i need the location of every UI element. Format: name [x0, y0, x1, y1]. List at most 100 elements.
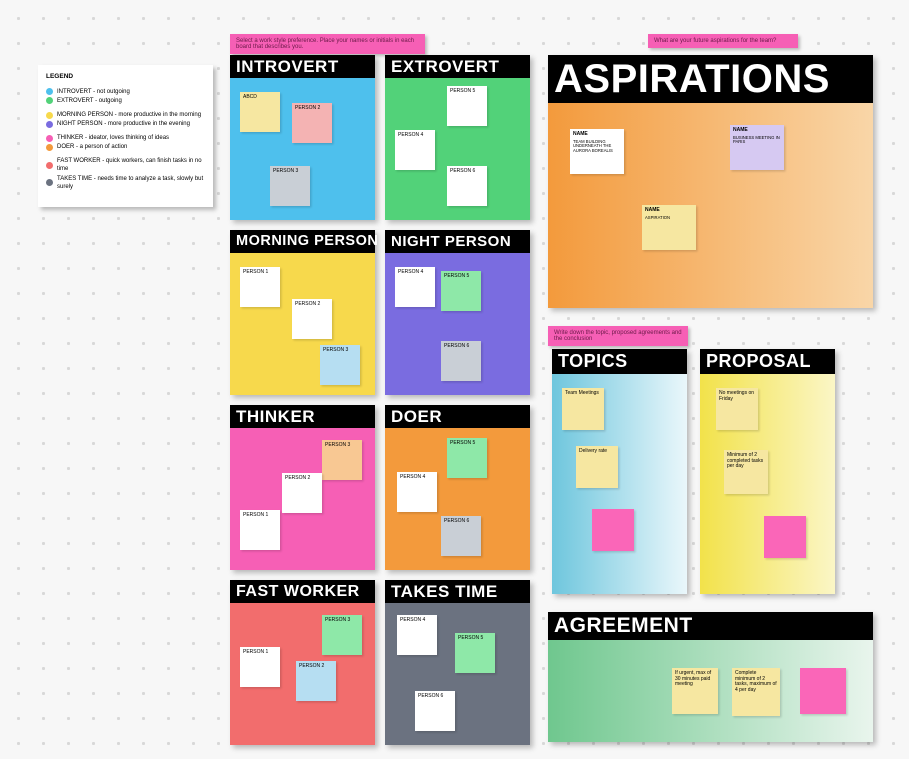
sticky-note[interactable]: NAMETEAM BUILDING UNDERNEATH THE AURORA …	[570, 129, 624, 174]
board-aspirations[interactable]: ASPIRATIONSNAMETEAM BUILDING UNDERNEATH …	[548, 55, 873, 308]
sticky-note[interactable]: NAME BUSINESS MEETING IN PARIS	[730, 125, 784, 170]
board-body[interactable]: Team Meetings Delivery rate	[552, 374, 687, 594]
board-body[interactable]: ABCD PERSON 2 PERSON 3	[230, 78, 375, 220]
sticky-note[interactable]	[800, 668, 846, 714]
sticky-note[interactable]: PERSON 4	[395, 267, 435, 307]
board-body[interactable]: PERSON 4 PERSON 5 PERSON 6	[385, 603, 530, 745]
sticky-note[interactable]: PERSON 5	[447, 438, 487, 478]
sticky-note[interactable]: No meetings on Friday	[716, 388, 758, 430]
board-body[interactable]: If urgent, max of 30 minutes paid meetin…	[548, 640, 873, 742]
sticky-note[interactable]: Delivery rate	[576, 446, 618, 488]
sticky-label: Complete minimum of 2 tasks, maximum of …	[735, 671, 777, 693]
legend-dot-icon	[46, 112, 53, 119]
legend-dot-icon	[46, 97, 53, 104]
sticky-note[interactable]: PERSON 6	[447, 166, 487, 206]
sticky-note[interactable]: PERSON 6	[441, 516, 481, 556]
sticky-note[interactable]: PERSON 5	[455, 633, 495, 673]
sticky-note[interactable]: PERSON 4	[395, 130, 435, 170]
sticky-note[interactable]: PERSON 3	[322, 615, 362, 655]
sticky-note[interactable]	[764, 516, 806, 558]
sticky-note[interactable]: PERSON 4	[397, 615, 437, 655]
board-header: TOPICS	[552, 349, 687, 374]
sticky-note[interactable]: PERSON 6	[415, 691, 455, 731]
sticky-note[interactable]	[592, 509, 634, 551]
legend-row: FAST WORKER - quick workers, can finish …	[46, 157, 205, 173]
sticky-label: Delivery rate	[579, 449, 615, 455]
sticky-label: PERSON 6	[418, 694, 452, 700]
sticky-note[interactable]: PERSON 3	[270, 166, 310, 206]
sticky-note[interactable]: PERSON 1	[240, 267, 280, 307]
sticky-subtext: TEAM BUILDING UNDERNEATH THE AURORA BORE…	[573, 140, 621, 154]
board-doer[interactable]: DOERPERSON 5PERSON 4PERSON 6	[385, 405, 530, 570]
sticky-note[interactable]: PERSON 3	[322, 440, 362, 480]
sticky-label: PERSON 4	[398, 133, 432, 139]
board-agreement[interactable]: AGREEMENTIf urgent, max of 30 minutes pa…	[548, 612, 873, 742]
board-takestime[interactable]: TAKES TIME PERSON 4 PERSON 5 PERSON 6	[385, 580, 530, 745]
legend-row: TAKES TIME - needs time to analyze a tas…	[46, 175, 205, 191]
board-body[interactable]: PERSON 5PERSON 4 PERSON 6	[385, 428, 530, 570]
sticky-note[interactable]: ABCD	[240, 92, 280, 132]
board-night[interactable]: NIGHT PERSONPERSON 4PERSON 5PERSON 6	[385, 230, 530, 395]
sticky-label: PERSON 4	[400, 618, 434, 624]
sticky-label: PERSON 6	[444, 519, 478, 525]
board-body[interactable]: PERSON 1 PERSON 2 PERSON 3	[230, 253, 375, 395]
legend-row-text: FAST WORKER - quick workers, can finish …	[57, 157, 205, 173]
sticky-note[interactable]: PERSON 5	[447, 86, 487, 126]
legend-row-text: EXTROVERT - outgoing	[57, 97, 122, 105]
sticky-label: No meetings on Friday	[719, 391, 755, 402]
sticky-note[interactable]: PERSON 2	[292, 299, 332, 339]
sticky-note[interactable]: PERSON 3	[320, 345, 360, 385]
sticky-note[interactable]: Complete minimum of 2 tasks, maximum of …	[732, 668, 780, 716]
board-introvert[interactable]: INTROVERTABCDPERSON 2PERSON 3	[230, 55, 375, 220]
sticky-note[interactable]: PERSON 1	[240, 647, 280, 687]
board-body[interactable]: PERSON 5 PERSON 4 PERSON 6	[385, 78, 530, 220]
board-header: MORNING PERSON	[230, 230, 375, 253]
sticky-note[interactable]: PERSON 6	[441, 341, 481, 381]
sticky-note[interactable]: PERSON 2	[296, 661, 336, 701]
sticky-label: PERSON 1	[243, 650, 277, 656]
sticky-title: NAME	[733, 128, 781, 134]
banner-aspirations: What are your future aspirations for the…	[648, 34, 798, 48]
board-header: TAKES TIME	[385, 580, 530, 603]
sticky-label: Minimum of 2 completed tasks per day	[727, 453, 765, 470]
legend-row-text: DOER - a person of action	[57, 143, 127, 151]
sticky-note[interactable]: PERSON 4	[397, 472, 437, 512]
legend-group: MORNING PERSON - more productive in the …	[46, 111, 205, 128]
board-header: PROPOSAL	[700, 349, 835, 374]
board-header: FAST WORKER	[230, 580, 375, 603]
sticky-note[interactable]: Team Meetings	[562, 388, 604, 430]
legend-row: NIGHT PERSON - more productive in the ev…	[46, 120, 205, 128]
sticky-note[interactable]: If urgent, max of 30 minutes paid meetin…	[672, 668, 718, 714]
banner-conclusion: Write down the topic, proposed agreement…	[548, 326, 688, 346]
legend-dot-icon	[46, 121, 53, 128]
board-thinker[interactable]: THINKERPERSON 3PERSON 2PERSON 1	[230, 405, 375, 570]
legend-row: MORNING PERSON - more productive in the …	[46, 111, 205, 119]
legend-dot-icon	[46, 144, 53, 151]
sticky-label: PERSON 5	[458, 636, 492, 642]
sticky-label: PERSON 1	[243, 513, 277, 519]
board-body[interactable]: PERSON 3PERSON 2 PERSON 1	[230, 428, 375, 570]
sticky-note[interactable]: PERSON 1	[240, 510, 280, 550]
board-body[interactable]: PERSON 3 PERSON 1 PERSON 2	[230, 603, 375, 745]
board-proposal[interactable]: PROPOSAL No meetings on Friday Minimum of …	[700, 349, 835, 594]
board-body[interactable]: No meetings on Friday Minimum of 2 comple…	[700, 374, 835, 594]
board-extrovert[interactable]: EXTROVERTPERSON 5PERSON 4PERSON 6	[385, 55, 530, 220]
sticky-note[interactable]: PERSON 2	[292, 103, 332, 143]
legend-dot-icon	[46, 179, 53, 186]
sticky-label: PERSON 6	[444, 344, 478, 350]
board-morning[interactable]: MORNING PERSON PERSON 1 PERSON 2 PERSON 3	[230, 230, 375, 395]
board-topics[interactable]: TOPICS Team Meetings Delivery rate	[552, 349, 687, 594]
legend-row-text: THINKER - ideator, loves thinking of ide…	[57, 134, 169, 142]
board-fastworker[interactable]: FAST WORKER PERSON 3 PERSON 1 PERSON 2	[230, 580, 375, 745]
sticky-note[interactable]: NAMEASPIRATION	[642, 205, 696, 250]
board-body[interactable]: PERSON 4PERSON 5 PERSON 6	[385, 253, 530, 395]
sticky-subtext: BUSINESS MEETING IN PARIS	[733, 136, 781, 146]
sticky-note[interactable]: PERSON 2	[282, 473, 322, 513]
sticky-label: ABCD	[243, 95, 277, 101]
sticky-note[interactable]: PERSON 5	[441, 271, 481, 311]
board-body[interactable]: NAME TEAM BUILDING UNDERNEATH THE AURORA …	[548, 103, 873, 308]
sticky-subtext: ASPIRATION	[645, 216, 693, 221]
legend-group: THINKER - ideator, loves thinking of ide…	[46, 134, 205, 151]
sticky-note[interactable]: Minimum of 2 completed tasks per day	[724, 450, 768, 494]
sticky-label: PERSON 2	[295, 302, 329, 308]
